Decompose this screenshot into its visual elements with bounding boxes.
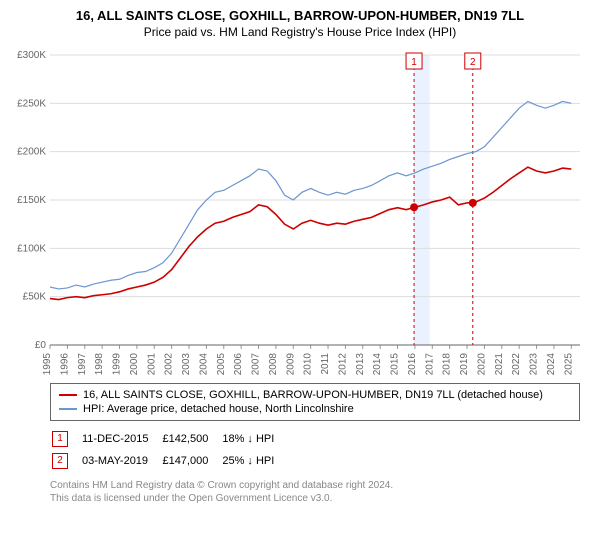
marker-date: 03-MAY-2019 xyxy=(82,451,160,471)
x-tick-label: 2019 xyxy=(459,353,470,375)
y-tick-label: £250K xyxy=(17,98,46,109)
x-tick-label: 2001 xyxy=(146,353,157,375)
x-tick-label: 2004 xyxy=(198,353,209,375)
marker-delta: 18% ↓ HPI xyxy=(222,429,286,449)
x-tick-label: 2023 xyxy=(529,353,540,375)
marker-delta: 25% ↓ HPI xyxy=(222,451,286,471)
marker-row: 2 03-MAY-2019£147,00025% ↓ HPI xyxy=(52,451,286,471)
x-tick-label: 2016 xyxy=(407,353,418,375)
marker-date: 11-DEC-2015 xyxy=(82,429,160,449)
x-tick-label: 2005 xyxy=(216,353,227,375)
chart-subtitle: Price paid vs. HM Land Registry's House … xyxy=(10,25,590,39)
x-tick-label: 2018 xyxy=(442,353,453,375)
marker-dot xyxy=(469,199,477,207)
legend-item: 16, ALL SAINTS CLOSE, GOXHILL, BARROW-UP… xyxy=(59,388,571,402)
x-tick-label: 2014 xyxy=(372,353,383,375)
x-tick-label: 2024 xyxy=(546,353,557,375)
x-tick-label: 2011 xyxy=(320,353,331,375)
marker-row: 1 11-DEC-2015£142,50018% ↓ HPI xyxy=(52,429,286,449)
footer-line2: This data is licensed under the Open Gov… xyxy=(50,492,580,505)
y-tick-label: £150K xyxy=(17,195,46,206)
chart-plot: £0 £50K £100K £150K £200K £250K £300K 1995 1996 1… xyxy=(10,45,590,375)
x-tick-label: 2006 xyxy=(233,353,244,375)
series-hpi xyxy=(50,101,571,289)
legend-swatch xyxy=(59,408,77,410)
y-tick-label: £200K xyxy=(17,147,46,158)
marker-label: 1 xyxy=(411,57,417,68)
legend-box: 16, ALL SAINTS CLOSE, GOXHILL, BARROW-UP… xyxy=(50,383,580,421)
legend-swatch xyxy=(59,394,77,396)
marker-label: 2 xyxy=(470,57,476,68)
marker-price: £142,500 xyxy=(162,429,220,449)
x-tick-label: 1996 xyxy=(59,353,70,375)
footer-text: Contains HM Land Registry data © Crown c… xyxy=(50,479,580,505)
x-tick-label: 2022 xyxy=(511,353,522,375)
x-tick-label: 2015 xyxy=(390,353,401,375)
x-tick-label: 2007 xyxy=(251,353,262,375)
marker-price: £147,000 xyxy=(162,451,220,471)
footer-line1: Contains HM Land Registry data © Crown c… xyxy=(50,479,580,492)
x-tick-label: 2025 xyxy=(563,353,574,375)
series-property xyxy=(50,167,571,299)
x-tick-label: 2021 xyxy=(494,353,505,375)
y-tick-label: £50K xyxy=(23,292,47,303)
x-tick-label: 2009 xyxy=(285,353,296,375)
x-tick-label: 1998 xyxy=(94,353,105,375)
chart-title: 16, ALL SAINTS CLOSE, GOXHILL, BARROW-UP… xyxy=(10,8,590,23)
chart-container: 16, ALL SAINTS CLOSE, GOXHILL, BARROW-UP… xyxy=(0,0,600,513)
x-tick-label: 2020 xyxy=(476,353,487,375)
x-tick-label: 2017 xyxy=(424,353,435,375)
marker-dot xyxy=(410,203,418,211)
x-tick-label: 2008 xyxy=(268,353,279,375)
x-tick-label: 2012 xyxy=(337,353,348,375)
chart-svg: £0 £50K £100K £150K £200K £250K £300K 1995 1996 1… xyxy=(10,45,590,375)
marker-number-box: 2 xyxy=(52,453,68,469)
x-tick-label: 2013 xyxy=(355,353,366,375)
y-tick-label: £0 xyxy=(35,340,47,351)
marker-number-box: 1 xyxy=(52,431,68,447)
x-tick-label: 2003 xyxy=(181,353,192,375)
legend-item: HPI: Average price, detached house, Nort… xyxy=(59,402,571,416)
legend-label: 16, ALL SAINTS CLOSE, GOXHILL, BARROW-UP… xyxy=(83,389,543,401)
y-tick-label: £100K xyxy=(17,243,46,254)
x-tick-label: 2000 xyxy=(129,353,140,375)
x-tick-label: 2002 xyxy=(164,353,175,375)
legend-label: HPI: Average price, detached house, Nort… xyxy=(83,403,354,415)
x-tick-label: 1997 xyxy=(77,353,88,375)
markers-table: 1 11-DEC-2015£142,50018% ↓ HPI 2 03-MAY-201… xyxy=(50,427,288,473)
x-tick-label: 1999 xyxy=(112,353,123,375)
x-tick-label: 2010 xyxy=(303,353,314,375)
y-tick-label: £300K xyxy=(17,50,46,61)
x-tick-label: 1995 xyxy=(42,353,53,375)
